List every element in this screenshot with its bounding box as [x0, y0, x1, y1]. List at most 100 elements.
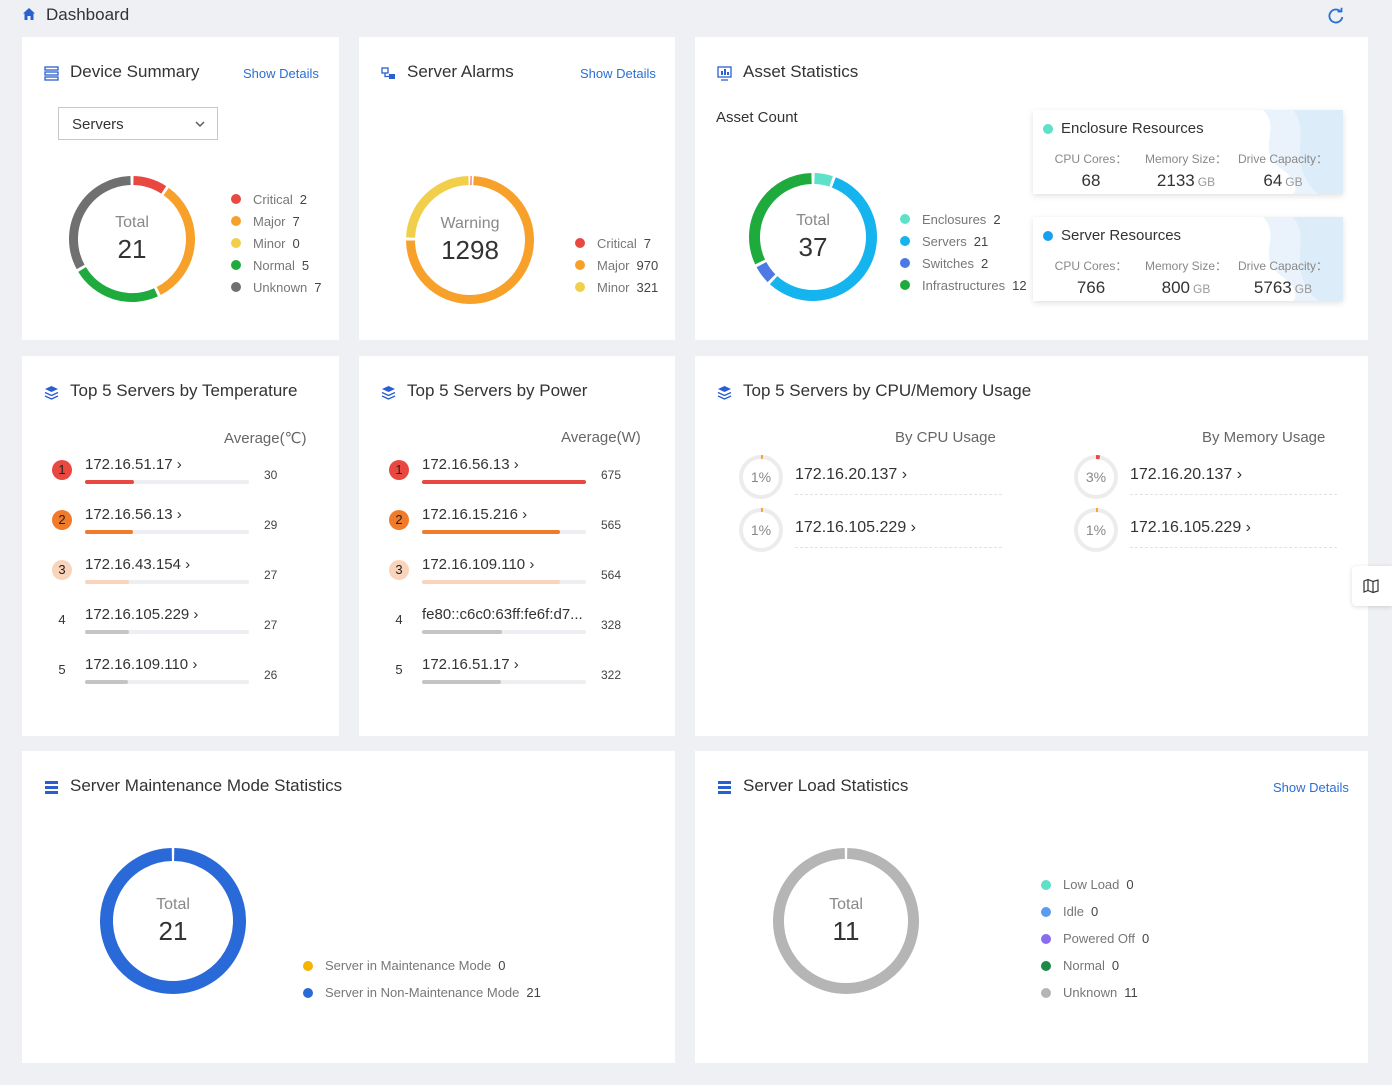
rank-bar-fill	[422, 630, 503, 634]
legend-item[interactable]: Switches 2	[900, 252, 1027, 274]
card-title: Top 5 Servers by Power	[407, 381, 588, 400]
legend-item[interactable]: Servers 21	[900, 230, 1027, 252]
server-link[interactable]: 172.16.109.110 ›	[422, 556, 535, 573]
legend-item[interactable]: Critical 2	[231, 188, 321, 210]
card-title: Server Maintenance Mode Statistics	[70, 776, 343, 795]
enclosure-cpu: CPU Cores： 68	[1051, 150, 1131, 191]
legend-item[interactable]: Critical 7	[575, 232, 658, 254]
legend-dot	[231, 238, 241, 248]
legend-value: 7	[292, 213, 300, 229]
legend-dot	[231, 216, 241, 226]
server-link[interactable]: 172.16.20.137 ›	[795, 466, 908, 483]
server-link[interactable]: 172.16.56.13 ›	[85, 506, 182, 523]
legend-item[interactable]: Enclosures 2	[900, 208, 1027, 230]
legend-item[interactable]: Server in Maintenance Mode 0	[303, 952, 541, 979]
top-bar: Dashboard	[0, 0, 1392, 30]
donut-segment[interactable]	[749, 173, 812, 265]
rank-bar-fill	[85, 530, 133, 534]
legend-dot	[1041, 933, 1051, 944]
legend-item[interactable]: Idle 0	[1041, 898, 1149, 925]
show-details-link[interactable]: Show Details	[580, 66, 656, 81]
legend-item[interactable]: Major 970	[575, 254, 658, 276]
server-link[interactable]: 172.16.105.229 ›	[795, 519, 916, 536]
legend-item[interactable]: Minor 321	[575, 276, 658, 298]
legend-item[interactable]: Server in Non-Maintenance Mode 21	[303, 979, 541, 1006]
donut-segment[interactable]	[78, 267, 158, 302]
load-donut-chart	[773, 848, 919, 994]
layers-icon	[717, 386, 732, 400]
server-link[interactable]: 172.16.105.229 ›	[1130, 519, 1251, 536]
server-link[interactable]: 172.16.15.216 ›	[422, 506, 528, 523]
asset-count-label: Asset Count	[716, 109, 798, 126]
donut-segment[interactable]	[406, 176, 534, 304]
donut-segment[interactable]	[769, 177, 877, 301]
donut-segment[interactable]	[814, 173, 833, 187]
legend-item[interactable]: Infrastructures 12	[900, 274, 1027, 296]
card-title: Server Alarms	[407, 62, 514, 81]
rank-badge: 3	[52, 560, 72, 580]
legend-item[interactable]: Powered Off 0	[1041, 925, 1149, 952]
cpu-label: CPU Cores：	[1054, 259, 1128, 273]
legend-item[interactable]: Normal 0	[1041, 952, 1149, 979]
legend-item[interactable]: Minor 0	[231, 232, 321, 254]
device-type-select[interactable]: Servers	[58, 107, 218, 140]
memory-unit: GB	[1193, 282, 1211, 296]
server-link[interactable]: 172.16.20.137 ›	[1130, 466, 1243, 483]
enclosure-resources-title: Enclosure Resources	[1061, 120, 1204, 137]
rank-bar-track	[422, 480, 586, 484]
cpu-usage-header: By CPU Usage	[895, 429, 996, 446]
usage-row: 1% 172.16.105.229 ›	[1073, 507, 1343, 557]
rank-value: 30	[264, 468, 278, 482]
donut-segment[interactable]	[406, 176, 469, 238]
rank-bar-fill	[422, 480, 586, 484]
legend-item[interactable]: Low Load 0	[1041, 871, 1149, 898]
server-alarms-card: Server Alarms Show Details Warning 1298 …	[359, 37, 675, 340]
legend-item[interactable]: Unknown 7	[231, 276, 321, 298]
donut-label: Total	[156, 895, 190, 913]
refresh-icon[interactable]	[1327, 7, 1345, 25]
donut-segment[interactable]	[133, 176, 167, 194]
server-link[interactable]: 172.16.43.154 ›	[85, 556, 191, 573]
donut-value: 21	[158, 915, 188, 946]
legend-label: Minor	[597, 279, 630, 295]
alarm-donut-chart	[406, 176, 534, 304]
donut-segment[interactable]	[100, 848, 246, 994]
legend-label: Critical	[253, 191, 293, 207]
rank-bar-fill	[85, 630, 130, 634]
drive-value: 64	[1263, 171, 1283, 190]
home-icon[interactable]	[22, 7, 36, 21]
usage-row: 3% 172.16.20.137 ›	[1073, 454, 1343, 504]
legend-item[interactable]: Major 7	[231, 210, 321, 232]
rank-value: 29	[264, 518, 278, 532]
donut-segment[interactable]	[756, 261, 776, 283]
server-link[interactable]: 172.16.51.17 ›	[422, 656, 519, 673]
rank-row: 3 172.16.109.110 › 564	[389, 556, 649, 596]
donut-segment[interactable]	[773, 848, 919, 994]
donut-segment[interactable]	[156, 187, 195, 296]
legend-label: Unknown	[1063, 985, 1118, 1000]
card-title: Server Load Statistics	[743, 776, 909, 795]
donut-label: Warning	[440, 214, 500, 232]
server-link[interactable]: 172.16.56.13 ›	[422, 456, 519, 473]
donut-segment[interactable]	[69, 176, 131, 270]
device-donut: Total 21	[69, 176, 195, 302]
server-link[interactable]: 172.16.105.229 ›	[85, 606, 199, 623]
map-toggle-button[interactable]	[1352, 566, 1392, 606]
server-cpu: CPU Cores： 766	[1051, 257, 1131, 298]
rank-badge: 5	[395, 662, 403, 677]
legend-value: 7	[643, 235, 651, 251]
memory-label: Memory Size：	[1144, 259, 1227, 273]
legend-label: Switches	[922, 255, 975, 271]
server-link[interactable]: 172.16.109.110 ›	[85, 656, 198, 673]
show-details-link[interactable]: Show Details	[243, 66, 319, 81]
show-details-link[interactable]: Show Details	[1273, 780, 1349, 795]
card-title: Device Summary	[70, 62, 200, 81]
legend-item[interactable]: Normal 5	[231, 254, 321, 276]
legend-dot	[1041, 960, 1051, 971]
server-link[interactable]: 172.16.51.17 ›	[85, 456, 182, 473]
server-link[interactable]: fe80::c6c0:63ff:fe6f:d7...	[422, 606, 583, 623]
legend-item[interactable]: Unknown 11	[1041, 979, 1149, 1006]
device-list-icon	[44, 66, 59, 81]
usage-ring	[1074, 508, 1118, 552]
drive-unit: GB	[1294, 282, 1313, 296]
